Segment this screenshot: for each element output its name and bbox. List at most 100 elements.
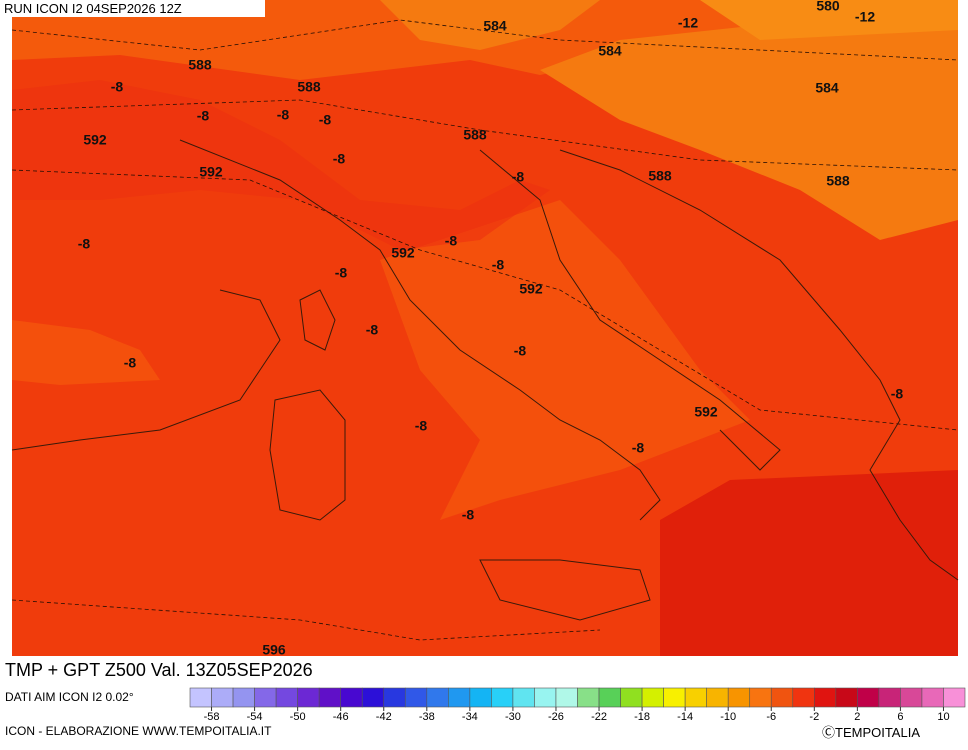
tick-label: -30 bbox=[505, 711, 521, 723]
contour-label: -8 bbox=[333, 151, 346, 167]
contour-labels: 584 580 -12 -12 584 588 -8 588 584 -8 -8 -8 592 588 -8… bbox=[78, 0, 904, 658]
contour-label: 592 bbox=[83, 132, 107, 148]
contour-label: 584 bbox=[815, 80, 839, 96]
color-box bbox=[254, 687, 277, 708]
tick-label: -34 bbox=[462, 711, 478, 723]
contour-label: 588 bbox=[826, 173, 850, 189]
color-box bbox=[318, 687, 341, 708]
color-box bbox=[921, 687, 944, 708]
contour-label: -8 bbox=[319, 112, 332, 128]
contour-label: 584 bbox=[483, 18, 507, 34]
color-box bbox=[770, 687, 794, 708]
tick-label: -10 bbox=[720, 711, 736, 723]
contour-label: 580 bbox=[816, 0, 840, 14]
tick-label: -46 bbox=[333, 711, 349, 723]
color-box bbox=[491, 687, 514, 708]
contour-label: 592 bbox=[391, 245, 415, 261]
color-box bbox=[577, 687, 600, 708]
contour-label: -8 bbox=[632, 440, 645, 456]
contour-label: 584 bbox=[598, 43, 622, 59]
color-box bbox=[663, 687, 686, 708]
tick-label: 2 bbox=[854, 711, 860, 723]
map-title: TMP + GPT Z500 Val. 13Z05SEP2026 bbox=[5, 660, 313, 680]
color-box bbox=[448, 687, 471, 708]
contour-label: -8 bbox=[492, 257, 505, 273]
tick-label: -26 bbox=[548, 711, 564, 723]
color-box bbox=[404, 687, 428, 708]
hot-region bbox=[660, 470, 958, 656]
contour-label: -12 bbox=[678, 15, 698, 31]
run-label: RUN ICON I2 04SEP2026 12Z bbox=[4, 1, 182, 16]
contour-label: -8 bbox=[445, 233, 458, 249]
tick-label: -54 bbox=[247, 711, 263, 723]
contour-label: -8 bbox=[78, 236, 91, 252]
color-box bbox=[426, 687, 449, 708]
cool-region bbox=[380, 0, 600, 50]
color-box bbox=[835, 687, 858, 708]
contour-label: 596 bbox=[262, 642, 286, 658]
color-box bbox=[878, 687, 901, 708]
color-box bbox=[598, 687, 621, 708]
color-box bbox=[706, 687, 729, 708]
contour-label: -12 bbox=[855, 9, 875, 25]
contour-label: 588 bbox=[188, 57, 212, 73]
contour-label: 592 bbox=[694, 404, 718, 420]
contour-label: 592 bbox=[199, 164, 223, 180]
color-box bbox=[275, 687, 298, 708]
tick-label: 6 bbox=[897, 711, 903, 723]
color-box bbox=[684, 687, 707, 708]
warm-region bbox=[12, 80, 550, 250]
color-box bbox=[189, 687, 212, 708]
contour-label: -8 bbox=[514, 343, 527, 359]
contour-label: -8 bbox=[891, 386, 904, 402]
contour-label: -8 bbox=[124, 355, 137, 371]
color-box bbox=[555, 687, 578, 708]
credit-left: ICON - ELABORAZIONE WWW.TEMPOITALIA.IT bbox=[5, 724, 272, 738]
color-box bbox=[340, 687, 363, 708]
color-box bbox=[211, 687, 234, 708]
color-box bbox=[900, 687, 923, 708]
tick-label: -58 bbox=[204, 711, 220, 723]
colorbar: -58 -54 -50 -46 -42 -38 -34 -30 -26 -22 -18 -14 -10-… bbox=[189, 687, 966, 723]
contour-label: -8 bbox=[415, 418, 428, 434]
color-box bbox=[232, 687, 255, 708]
color-box bbox=[943, 687, 966, 708]
credit-right: ⒸTEMPOITALIA bbox=[822, 725, 920, 740]
title-box bbox=[0, 656, 413, 683]
tick-label: -38 bbox=[419, 711, 435, 723]
cool-region bbox=[700, 0, 958, 40]
tick-label: -14 bbox=[677, 711, 693, 723]
contour-label: -8 bbox=[366, 322, 379, 338]
contour-label: -8 bbox=[462, 507, 475, 523]
color-box bbox=[814, 687, 837, 708]
color-box bbox=[792, 687, 815, 708]
tick-label: -2 bbox=[809, 711, 819, 723]
tick-label: -50 bbox=[290, 711, 306, 723]
color-box bbox=[857, 687, 880, 708]
color-box bbox=[620, 687, 643, 708]
cool-region bbox=[540, 0, 958, 240]
color-box bbox=[512, 687, 535, 708]
color-box bbox=[469, 687, 492, 708]
color-box bbox=[641, 687, 664, 708]
contour-label: -8 bbox=[512, 169, 525, 185]
contour-label: -8 bbox=[197, 108, 210, 124]
run-box bbox=[0, 0, 265, 17]
contour-label: 588 bbox=[648, 168, 672, 184]
color-box bbox=[727, 687, 751, 708]
contours bbox=[11, 19, 959, 641]
tick-label: 10 bbox=[937, 711, 949, 723]
tick-label: -22 bbox=[591, 711, 607, 723]
tick-label: -42 bbox=[376, 711, 392, 723]
color-box bbox=[534, 687, 557, 708]
color-box bbox=[361, 687, 385, 708]
contour-label: 588 bbox=[463, 127, 487, 143]
contour-label: 588 bbox=[297, 79, 321, 95]
color-box bbox=[297, 687, 320, 708]
source-label: DATI AIM ICON I2 0.02° bbox=[5, 690, 134, 704]
warm-region bbox=[380, 200, 750, 520]
tick-label: -18 bbox=[634, 711, 650, 723]
color-box bbox=[749, 687, 772, 708]
map bbox=[11, 0, 959, 656]
